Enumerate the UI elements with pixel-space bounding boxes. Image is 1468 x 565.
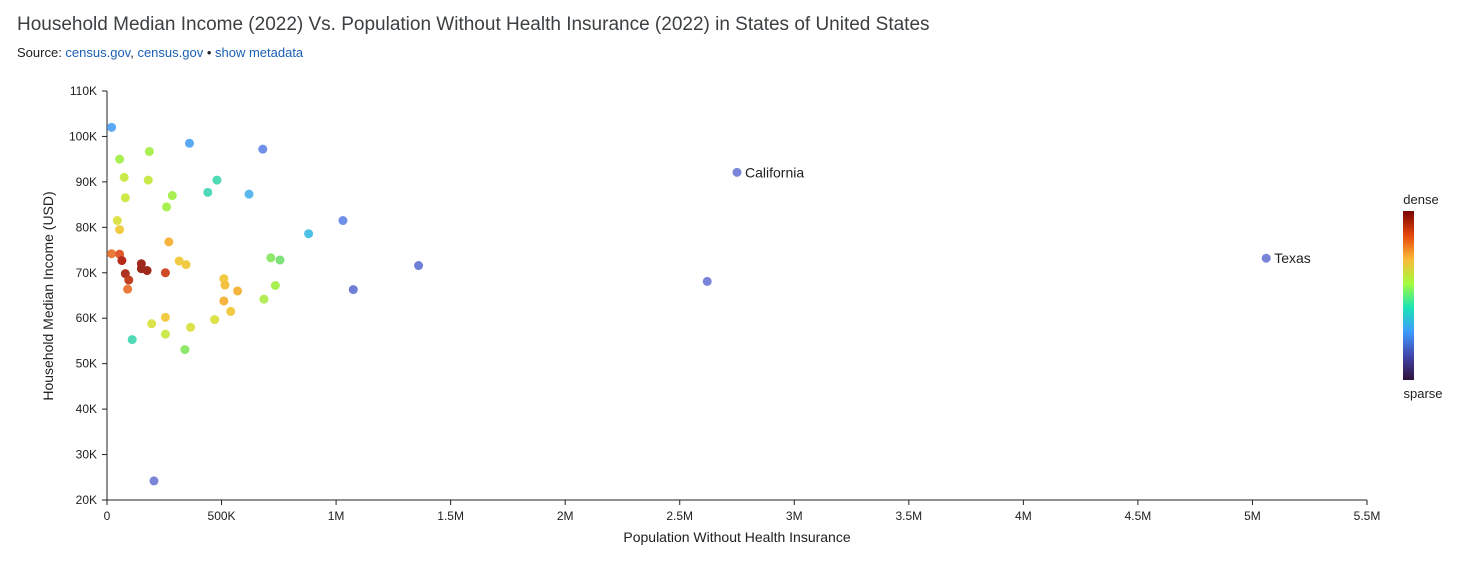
- data-point: [107, 249, 117, 259]
- data-point-label: Texas: [1274, 250, 1311, 266]
- data-point: [167, 191, 177, 201]
- y-tick-label: 20K: [76, 493, 97, 507]
- x-tick-label: 1M: [328, 509, 345, 523]
- x-tick-label: 3.5M: [895, 509, 922, 523]
- y-tick-label: 90K: [76, 175, 97, 189]
- data-point: [164, 237, 174, 247]
- density-legend: dense sparse: [1403, 192, 1443, 401]
- data-point: [275, 255, 285, 265]
- legend-dense-label: dense: [1403, 192, 1438, 207]
- data-point: [244, 189, 254, 199]
- y-tick-label: 60K: [76, 311, 97, 325]
- x-axis-title: Population Without Health Insurance: [623, 529, 850, 545]
- x-tick-label: 500K: [208, 509, 236, 523]
- data-point: [210, 315, 220, 325]
- source-separator-comma: ,: [130, 45, 138, 60]
- x-tick-label: 5M: [1244, 509, 1261, 523]
- chart-points: California Texas: [107, 122, 1311, 486]
- data-point: [160, 329, 170, 339]
- data-point: [220, 280, 230, 290]
- data-point: [162, 202, 172, 212]
- data-point: [115, 154, 125, 164]
- data-point: [181, 260, 191, 270]
- data-point: [142, 266, 152, 276]
- data-point: [144, 146, 154, 156]
- source-separator-dot: •: [203, 45, 215, 60]
- data-point: [233, 286, 243, 296]
- data-point: [115, 225, 125, 235]
- y-tick-label: 40K: [76, 402, 97, 416]
- source-link-census-1[interactable]: census.gov: [65, 45, 131, 60]
- y-tick-label: 70K: [76, 266, 97, 280]
- data-point: [147, 319, 157, 329]
- y-tick-label: 110K: [70, 84, 97, 98]
- data-point: [112, 216, 122, 226]
- data-point: [219, 296, 229, 306]
- data-point: [1261, 253, 1271, 263]
- data-point: [203, 187, 213, 197]
- data-point-label: California: [745, 164, 804, 180]
- show-metadata-link[interactable]: show metadata: [215, 45, 304, 60]
- y-tick-label: 50K: [76, 357, 97, 371]
- data-point: [149, 476, 159, 486]
- data-point: [702, 276, 712, 286]
- data-point: [174, 256, 184, 266]
- x-tick-label: 5.5M: [1354, 509, 1381, 523]
- data-point: [266, 253, 276, 263]
- data-point: [123, 284, 133, 294]
- data-point: [414, 261, 424, 271]
- x-tick-label: 2M: [557, 509, 574, 523]
- data-point: [348, 285, 358, 295]
- data-point: [732, 167, 742, 177]
- x-tick-label: 1.5M: [437, 509, 464, 523]
- y-tick-label: 100K: [69, 129, 97, 143]
- data-point: [117, 256, 127, 266]
- legend-color-bar: [1403, 211, 1414, 380]
- legend-sparse-label: sparse: [1403, 386, 1442, 401]
- x-tick-label: 3M: [786, 509, 803, 523]
- x-tick-label: 4.5M: [1125, 509, 1152, 523]
- data-point: [226, 306, 236, 316]
- data-point: [127, 335, 137, 345]
- data-point: [184, 138, 194, 148]
- data-point: [120, 193, 130, 203]
- data-point: [143, 175, 153, 185]
- y-axis-title: Household Median Income (USD): [40, 191, 56, 400]
- data-point: [180, 345, 190, 355]
- y-tick-label: 30K: [76, 448, 97, 462]
- data-point: [258, 144, 268, 154]
- x-tick-label: 4M: [1015, 509, 1032, 523]
- chart-axes: 0 500K 1M 1.5M 2M 2.5M 3M 3.5M 4M 4.5M 5M 5.5M 20K 30…: [69, 84, 1380, 523]
- data-point: [107, 122, 117, 132]
- data-point: [119, 172, 129, 182]
- data-point: [186, 322, 196, 332]
- data-point: [160, 312, 170, 322]
- source-prefix: Source:: [17, 45, 66, 60]
- source-link-census-2[interactable]: census.gov: [137, 45, 204, 60]
- y-tick-label: 80K: [76, 220, 97, 234]
- data-point: [124, 275, 134, 285]
- x-tick-label: 0: [104, 509, 111, 523]
- data-point: [259, 294, 269, 304]
- data-point: [270, 281, 280, 291]
- data-point: [212, 175, 222, 185]
- data-point: [160, 268, 170, 278]
- x-tick-label: 2.5M: [666, 509, 693, 523]
- data-point: [304, 229, 314, 239]
- source-line: Source: census.gov, census.gov • show me…: [17, 45, 303, 60]
- data-point: [338, 216, 348, 226]
- chart-title: Household Median Income (2022) Vs. Popul…: [17, 14, 930, 35]
